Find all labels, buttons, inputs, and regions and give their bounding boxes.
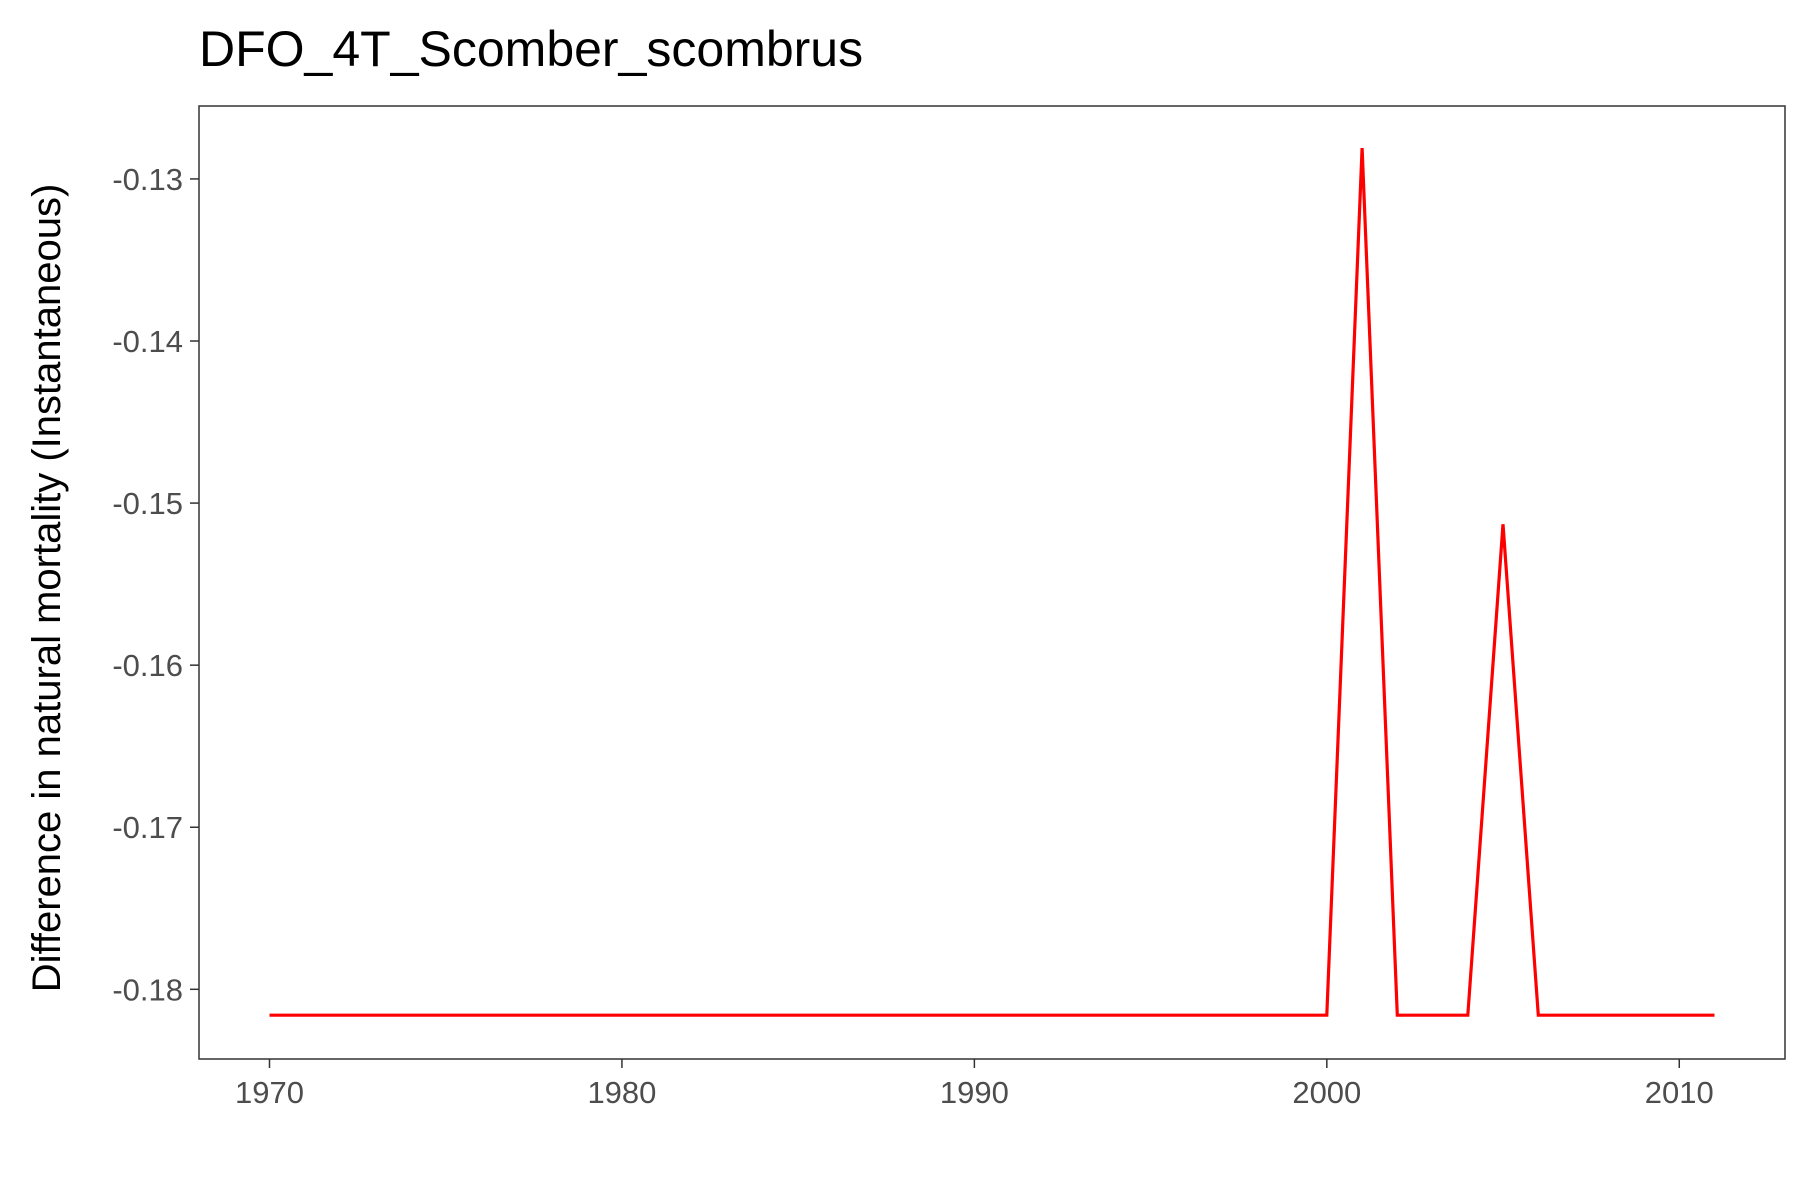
- y-tick-label: -0.13: [112, 162, 183, 197]
- x-axis: 1970 1980 1990 2000 2010: [235, 1059, 1714, 1110]
- x-tick-label: 2000: [1292, 1075, 1361, 1110]
- series-line: [269, 148, 1715, 1017]
- y-axis-label: Difference in natural mortality (Instant…: [25, 184, 69, 993]
- y-tick-label: -0.18: [112, 972, 183, 1007]
- series-layer: [269, 148, 1715, 1017]
- y-tick-label: -0.15: [112, 486, 183, 521]
- y-axis: -0.13 -0.14 -0.15 -0.16 -0.17 -0.18: [112, 162, 199, 1007]
- plot-panel: [198, 105, 1786, 1060]
- x-tick-label: 2010: [1645, 1075, 1714, 1110]
- x-tick-label: 1990: [940, 1075, 1009, 1110]
- y-tick-label: -0.16: [112, 648, 183, 683]
- x-tick-label: 1970: [235, 1075, 304, 1110]
- chart-title: DFO_4T_Scomber_scombrus: [199, 21, 863, 77]
- y-tick-label: -0.17: [112, 810, 183, 845]
- y-tick-label: -0.14: [112, 324, 183, 359]
- x-tick-label: 1980: [587, 1075, 656, 1110]
